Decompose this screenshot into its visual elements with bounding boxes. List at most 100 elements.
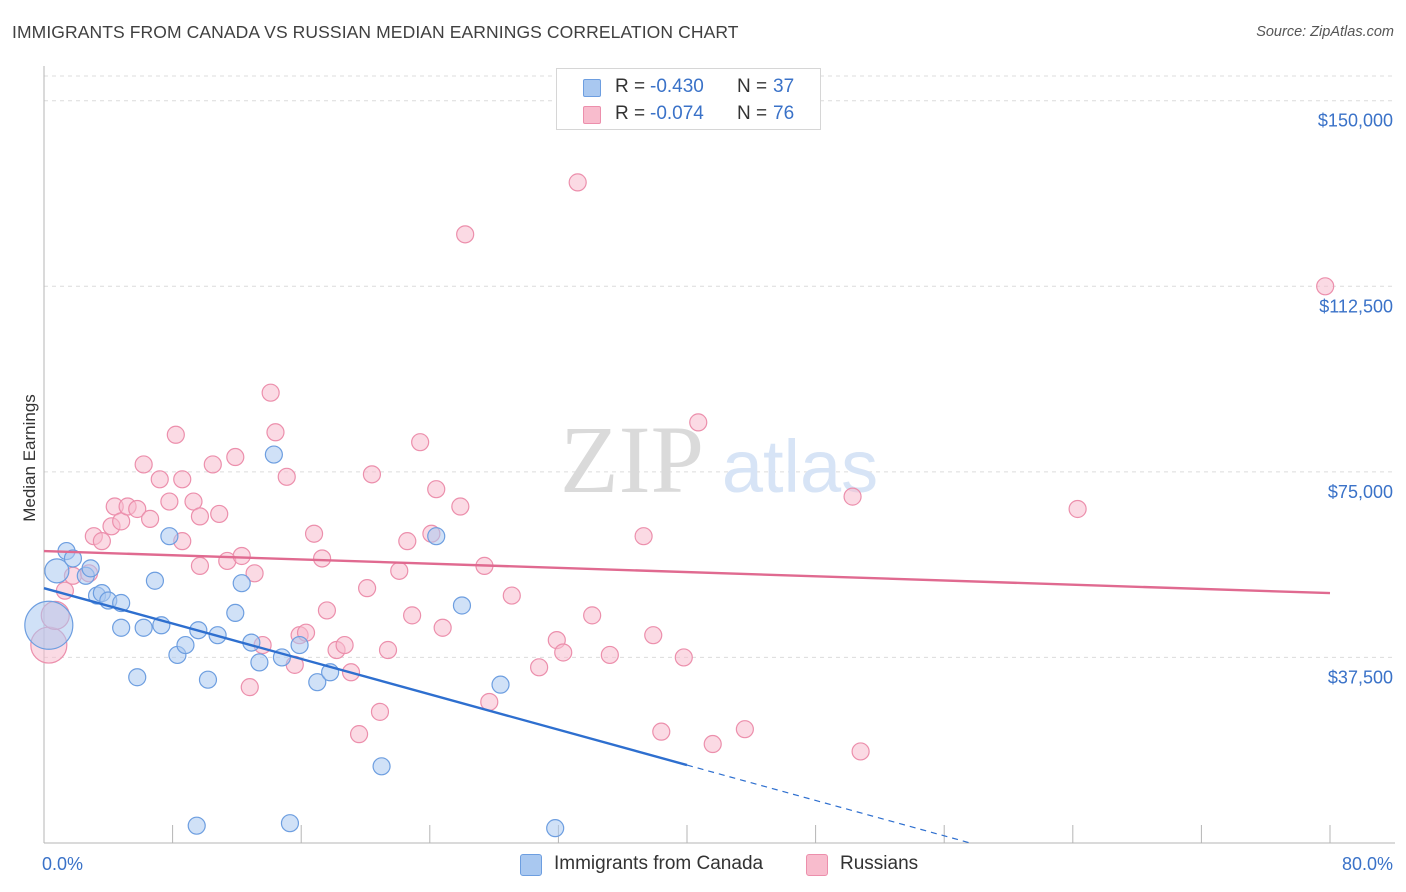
canada-points bbox=[24, 445, 565, 838]
russians-point bbox=[451, 497, 470, 516]
russians-point bbox=[190, 507, 210, 526]
russians-point bbox=[166, 425, 185, 444]
stats-r-value: -0.430 bbox=[650, 76, 704, 97]
canada-point bbox=[280, 814, 300, 833]
canada-point bbox=[491, 675, 510, 694]
stats-n-label: N = bbox=[737, 103, 768, 124]
russians-point bbox=[203, 455, 222, 474]
russians-point bbox=[266, 423, 285, 442]
canada-point bbox=[44, 558, 70, 584]
russians-point bbox=[92, 532, 111, 551]
x-tick-label-min: 0.0% bbox=[42, 854, 83, 874]
russians-trend-line bbox=[43, 549, 1331, 595]
legend-swatch-russians bbox=[806, 854, 828, 876]
axes bbox=[43, 66, 1395, 844]
watermark: ZIP atlas bbox=[560, 406, 878, 513]
stats-row-canada: R = -0.430 N = 37 bbox=[557, 73, 820, 101]
russians-point bbox=[843, 487, 862, 506]
canada-point bbox=[250, 653, 269, 672]
canada-point bbox=[452, 596, 472, 615]
watermark-zip: ZIP bbox=[560, 406, 704, 513]
russians-point bbox=[317, 601, 337, 620]
canada-point bbox=[128, 668, 147, 687]
russians-point bbox=[600, 645, 619, 665]
russians-point bbox=[652, 722, 671, 741]
canada-point bbox=[145, 571, 165, 590]
russians-point bbox=[362, 465, 382, 484]
russians-point bbox=[1316, 277, 1335, 296]
russians-point bbox=[160, 492, 179, 511]
legend-label-russians: Russians bbox=[840, 853, 919, 874]
stats-r-label: R = bbox=[615, 76, 646, 97]
russians-point bbox=[240, 678, 259, 697]
russians-point bbox=[390, 561, 409, 580]
russians-point bbox=[634, 527, 653, 546]
stats-n-value: 76 bbox=[773, 103, 795, 124]
stats-swatch-canada bbox=[583, 79, 601, 97]
canada-point bbox=[372, 757, 391, 776]
canada-point bbox=[427, 527, 446, 546]
source-label: Source: ZipAtlas.com bbox=[1256, 24, 1394, 40]
russians-point bbox=[1068, 499, 1087, 519]
stats-r-value: -0.074 bbox=[650, 103, 704, 124]
legend-label-canada: Immigrants from Canada bbox=[554, 853, 764, 874]
canada-point bbox=[81, 559, 100, 578]
russians-point bbox=[530, 658, 549, 677]
russians-point bbox=[403, 606, 422, 625]
russians-point bbox=[644, 626, 663, 645]
russians-point bbox=[128, 499, 147, 519]
russians-point bbox=[261, 383, 280, 402]
x-tick-label-max: 80.0% bbox=[1342, 854, 1393, 874]
trend-lines bbox=[43, 549, 1331, 844]
canada-point bbox=[308, 673, 327, 692]
russians-point bbox=[370, 702, 390, 721]
russians-point bbox=[398, 532, 417, 551]
russians-point bbox=[568, 173, 587, 192]
stats-r-label: R = bbox=[615, 103, 646, 124]
stats-row-russians: R = -0.074 N = 76 bbox=[557, 100, 820, 128]
canada-point bbox=[176, 635, 195, 655]
russians-point bbox=[226, 447, 245, 467]
russians-point bbox=[554, 643, 573, 662]
canada-point bbox=[187, 816, 206, 835]
russians-point bbox=[245, 564, 264, 583]
y-tick-label: $150,000 bbox=[1318, 111, 1393, 131]
russians-point bbox=[150, 470, 169, 489]
russians-point bbox=[304, 524, 324, 543]
chart-title: IMMIGRANTS FROM CANADA VS RUSSIAN MEDIAN… bbox=[12, 22, 739, 42]
russians-point bbox=[232, 546, 251, 566]
stats-n-value: 37 bbox=[773, 76, 795, 97]
canada-point bbox=[198, 670, 218, 689]
stats-swatch-russians bbox=[583, 106, 601, 124]
canada-point bbox=[24, 600, 74, 650]
legend-swatch-canada bbox=[520, 854, 542, 876]
canada-trend-extension bbox=[686, 764, 971, 844]
x-tick-labels: 0.0% 80.0% bbox=[42, 854, 1393, 874]
russians-point bbox=[851, 742, 870, 761]
canada-point bbox=[232, 574, 251, 593]
y-tick-labels: $37,500 $75,000 $112,500 $150,000 bbox=[1318, 111, 1393, 688]
canada-point bbox=[546, 819, 565, 838]
russians-point bbox=[134, 455, 153, 474]
russians-point bbox=[703, 734, 722, 754]
stats-box: R = -0.430 N = 37 R = -0.074 N = 76 bbox=[556, 68, 821, 130]
y-tick-label: $75,000 bbox=[1328, 482, 1393, 502]
russians-point bbox=[456, 225, 475, 244]
russians-point bbox=[277, 467, 296, 486]
russians-point bbox=[349, 725, 369, 744]
canada-point bbox=[112, 618, 131, 637]
russians-point bbox=[502, 586, 521, 605]
russians-point bbox=[735, 720, 754, 739]
legend: Immigrants from Canada Russians bbox=[0, 852, 1406, 878]
canada-point bbox=[264, 445, 283, 464]
russians-point bbox=[583, 606, 602, 625]
y-tick-label: $112,500 bbox=[1319, 296, 1393, 316]
canada-point bbox=[63, 549, 83, 568]
russians-point bbox=[433, 618, 452, 637]
canada-point bbox=[290, 635, 309, 655]
russians-point bbox=[210, 504, 229, 524]
canada-point bbox=[226, 603, 245, 623]
canada-point bbox=[160, 527, 179, 546]
russians-point bbox=[312, 549, 332, 568]
